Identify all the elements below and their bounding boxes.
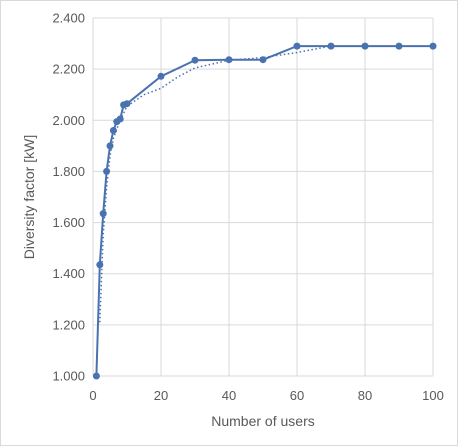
data-point: [99, 210, 107, 218]
data-point: [109, 127, 117, 134]
data-point: [361, 42, 369, 50]
data-point: [293, 42, 301, 50]
grid: [92, 17, 434, 377]
series-layer: [92, 42, 437, 380]
data-point: [395, 42, 403, 50]
y-tick-label: 1.000: [52, 369, 85, 384]
data-point: [103, 167, 111, 175]
data-point: [92, 372, 100, 380]
data-point: [157, 72, 165, 80]
data-point: [106, 142, 114, 150]
data-point: [429, 42, 437, 50]
x-tick-label: 0: [89, 388, 96, 403]
data-point: [259, 56, 267, 64]
data-point: [123, 100, 131, 108]
y-tick-label: 1.200: [52, 317, 85, 332]
x-axis-title: Number of users: [211, 413, 314, 429]
data-point: [116, 115, 124, 123]
y-tick-label: 2.400: [52, 11, 85, 26]
y-tick-label: 2.200: [52, 62, 85, 77]
x-tick-label: 20: [154, 388, 168, 403]
y-axis-title: Diversity factor [kW]: [21, 135, 37, 259]
data-point: [96, 261, 104, 269]
y-tick-label: 1.600: [52, 215, 85, 230]
data-point: [327, 42, 335, 50]
tick-labels: 1.000 1.200 1.400 1.600 1.800 2.000 2.200 2.400…: [52, 11, 443, 404]
x-tick-label: 80: [358, 388, 372, 403]
x-tick-label: 40: [222, 388, 236, 403]
x-tick-label: 60: [290, 388, 304, 403]
y-tick-label: 2.000: [52, 113, 85, 128]
y-tick-label: 1.800: [52, 164, 85, 179]
y-tick-label: 1.400: [52, 266, 85, 281]
trend-line: [99, 45, 332, 323]
data-point: [225, 56, 233, 64]
series-line: [95, 45, 433, 377]
data-point: [191, 56, 199, 64]
x-tick-label: 100: [422, 388, 444, 403]
